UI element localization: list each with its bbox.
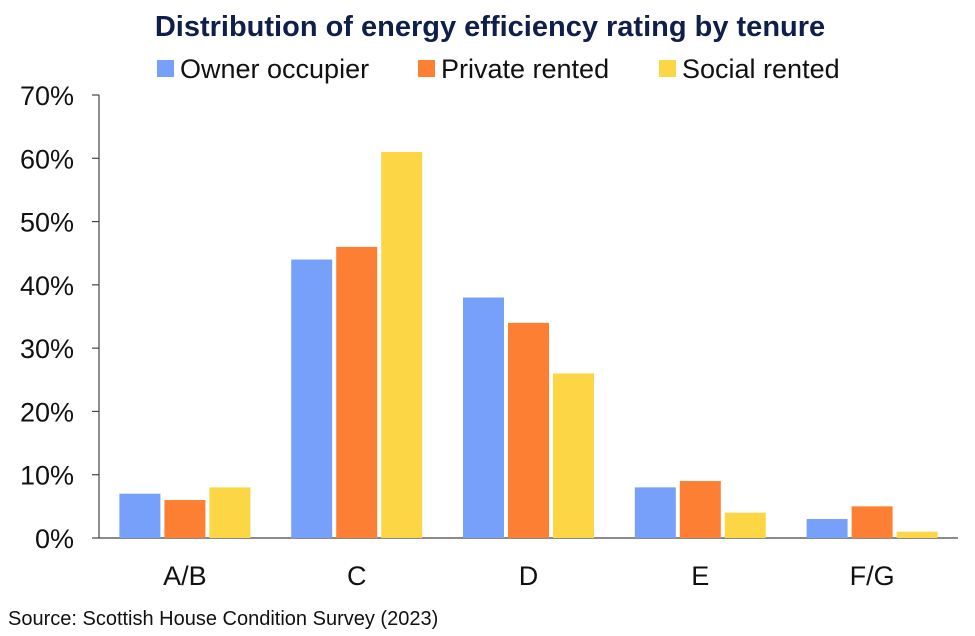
bar-social-rented-d <box>553 373 594 538</box>
bar-social-rented-c <box>381 151 423 538</box>
legend-swatch-social-rented <box>659 60 676 77</box>
chart-title: Distribution of energy efficiency rating… <box>155 11 825 43</box>
legend-label-social-rented: Social rented <box>682 54 840 84</box>
y-tick-label: 20% <box>20 397 74 427</box>
x-category-label: A/B <box>163 561 207 591</box>
bar-private-rented-e <box>679 481 721 538</box>
bar-social-rented-e <box>724 512 766 538</box>
x-category-label: E <box>691 561 709 591</box>
bar-social-rented-fg <box>896 531 938 538</box>
bar-private-rented-ab <box>164 500 206 538</box>
x-axis-categories: A/B C D E F/G <box>163 561 894 591</box>
source-note: Source: Scottish House Condition Survey … <box>8 608 438 630</box>
bar-owner-occupier-c <box>291 259 333 538</box>
bar-private-rented-c <box>336 246 378 538</box>
y-tick-label: 0% <box>35 524 74 554</box>
y-tick-label: 60% <box>20 144 74 174</box>
legend-swatch-owner-occupier <box>157 60 174 77</box>
bar-private-rented-d <box>508 322 549 538</box>
legend-label-private-rented: Private rented <box>441 54 609 84</box>
legend-label-owner-occupier: Owner occupier <box>180 54 369 84</box>
bar-social-rented-ab <box>209 487 251 538</box>
legend: Owner occupier Private rented Social ren… <box>157 54 840 84</box>
bar-owner-occupier-e <box>634 487 676 538</box>
legend-swatch-private-rented <box>418 60 435 77</box>
y-axis-ticks: 0% 10% 20% 30% 40% 50% 60% 70% <box>20 81 99 554</box>
bar-private-rented-fg <box>851 506 893 538</box>
bar-owner-occupier-d <box>463 297 504 538</box>
x-category-label: C <box>347 561 367 591</box>
y-tick-label: 40% <box>20 271 74 301</box>
y-tick-label: 10% <box>20 461 74 491</box>
x-category-label: D <box>519 561 539 591</box>
x-category-label: F/G <box>850 561 895 591</box>
bars <box>119 151 938 538</box>
bar-owner-occupier-ab <box>119 493 161 538</box>
y-tick-label: 70% <box>20 81 74 111</box>
bar-owner-occupier-fg <box>806 519 848 538</box>
y-tick-label: 50% <box>20 208 74 238</box>
y-tick-label: 30% <box>20 334 74 364</box>
